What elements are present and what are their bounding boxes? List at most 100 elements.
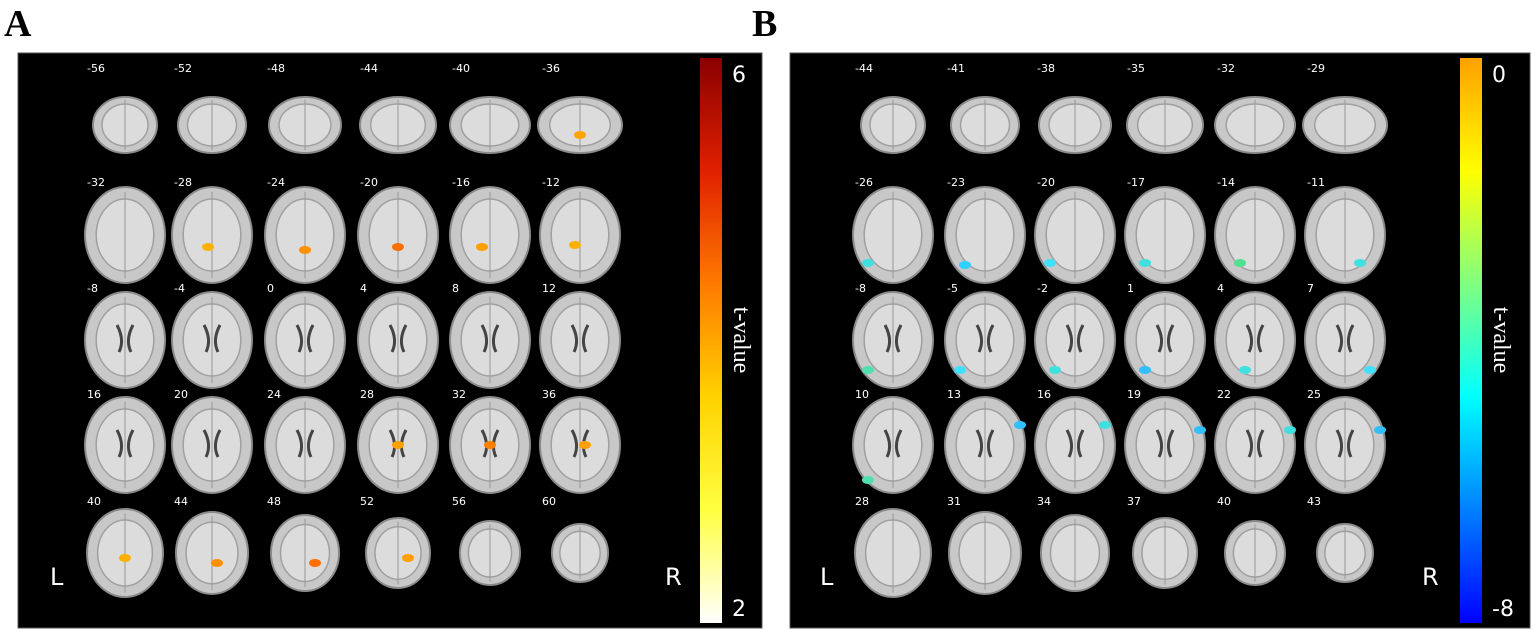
slice-label: 43 — [1307, 495, 1321, 508]
activation-blob — [119, 554, 131, 562]
activation-blob — [1354, 259, 1366, 267]
slice-label: 0 — [267, 282, 274, 295]
brain-slice — [1132, 517, 1198, 589]
ventricle — [1065, 324, 1085, 353]
slice-label: 8 — [452, 282, 459, 295]
brain-slice — [171, 396, 253, 494]
brain-slice — [1034, 396, 1116, 494]
activation-blob — [959, 261, 971, 269]
brain-slice — [1214, 96, 1296, 154]
slice-label: 40 — [1217, 495, 1231, 508]
ventricle — [115, 429, 135, 458]
slice-label: -40 — [452, 62, 470, 75]
activation-blob — [392, 243, 404, 251]
slice-label: -16 — [452, 176, 470, 189]
slice-label: 60 — [542, 495, 556, 508]
activation-blob — [1374, 426, 1386, 434]
slice-label: -8 — [87, 282, 98, 295]
colorbar — [1460, 58, 1482, 623]
activation-blob — [1239, 366, 1251, 374]
colorbar-min: 2 — [732, 597, 746, 622]
brain-slice — [1124, 396, 1206, 494]
activation-blob — [1194, 426, 1206, 434]
ventricle — [388, 324, 408, 353]
ventricle — [202, 429, 222, 458]
slice-label: 1 — [1127, 282, 1134, 295]
slice-label: -29 — [1307, 62, 1325, 75]
slice-label: -11 — [1307, 176, 1325, 189]
ventricle — [1335, 324, 1355, 353]
brain-slice — [92, 96, 158, 154]
ventricle — [1155, 324, 1175, 353]
activation-blob — [476, 243, 488, 251]
brain-slice — [1302, 96, 1388, 154]
slice-label: -4 — [174, 282, 185, 295]
ventricle — [202, 324, 222, 353]
ventricle — [1065, 429, 1085, 458]
slice-label: -32 — [87, 176, 105, 189]
brain-slice — [1316, 523, 1374, 583]
activation-blob — [402, 554, 414, 562]
brain-slice — [537, 96, 623, 154]
activation-blob — [579, 441, 591, 449]
activation-blob — [862, 366, 874, 374]
slice-label: -23 — [947, 176, 965, 189]
slice-label: -20 — [1037, 176, 1055, 189]
brain-slice — [1124, 186, 1206, 284]
brain-slice — [459, 520, 521, 586]
brain-slice — [852, 396, 934, 494]
right-label: R — [1422, 563, 1439, 591]
brain-slice — [171, 291, 253, 389]
brain-slice — [264, 396, 346, 494]
slice-label: 16 — [87, 388, 101, 401]
brain-slice — [1304, 186, 1386, 284]
ventricle — [115, 324, 135, 353]
brain-slice — [944, 186, 1026, 284]
brain-slice — [551, 523, 609, 583]
slice-label: -26 — [855, 176, 873, 189]
slice-label: 19 — [1127, 388, 1141, 401]
slice-label: 52 — [360, 495, 374, 508]
slice-label: -41 — [947, 62, 965, 75]
brain-slice — [365, 517, 431, 589]
activation-blob — [574, 131, 586, 139]
activation-blob — [1234, 259, 1246, 267]
activation-blob — [299, 246, 311, 254]
activation-blob — [1044, 259, 1056, 267]
slice-label: -48 — [267, 62, 285, 75]
colorbar-min: -8 — [1492, 597, 1514, 622]
slice-label: 44 — [174, 495, 188, 508]
activation-blob — [484, 441, 496, 449]
brain-slice — [86, 508, 164, 598]
brain-slice — [84, 291, 166, 389]
slice-label: -44 — [360, 62, 378, 75]
brain-slice — [1224, 520, 1286, 586]
activation-blob — [954, 366, 966, 374]
slice-label: 56 — [452, 495, 466, 508]
slice-label: -12 — [542, 176, 560, 189]
brain-slice — [852, 186, 934, 284]
brain-slice — [359, 96, 437, 154]
brain-slice — [944, 396, 1026, 494]
left-label: L — [50, 563, 64, 591]
brain-slice — [1038, 96, 1112, 154]
brain-slice — [1214, 396, 1296, 494]
brain-slice — [264, 291, 346, 389]
slice-label: -8 — [855, 282, 866, 295]
slice-label: 34 — [1037, 495, 1051, 508]
slice-label: -56 — [87, 62, 105, 75]
activation-blob — [392, 441, 404, 449]
slice-label: 28 — [855, 495, 869, 508]
slice-label: 37 — [1127, 495, 1141, 508]
activation-blob — [862, 476, 874, 484]
brain-slice — [1126, 96, 1204, 154]
slice-label: -44 — [855, 62, 873, 75]
left-label: L — [820, 563, 834, 591]
brain-slice — [264, 186, 346, 284]
activation-blob — [309, 559, 321, 567]
ventricle — [1335, 429, 1355, 458]
brain-slice — [175, 511, 249, 595]
slice-label: 48 — [267, 495, 281, 508]
colorbar-title: t-value — [1488, 307, 1514, 374]
right-label: R — [665, 563, 682, 591]
